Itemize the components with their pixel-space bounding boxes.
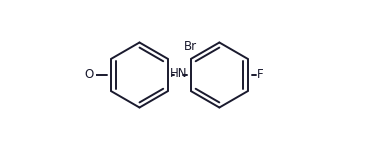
Text: HN: HN: [170, 67, 187, 80]
Text: Br: Br: [184, 40, 197, 53]
Text: F: F: [256, 68, 263, 81]
Text: O: O: [84, 68, 94, 81]
